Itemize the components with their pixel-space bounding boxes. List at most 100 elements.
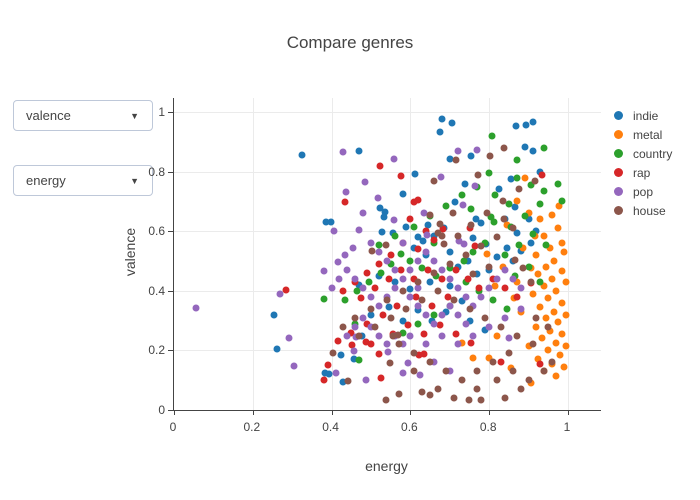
plot-area[interactable] xyxy=(168,98,601,415)
scatter-point-rap xyxy=(439,225,447,233)
y-axis-dropdown-value: valence xyxy=(26,108,71,123)
scatter-point-indie xyxy=(446,155,454,163)
scatter-point-metal xyxy=(513,197,521,205)
scatter-point-house xyxy=(477,242,485,250)
scatter-point-house xyxy=(469,270,477,278)
scatter-point-metal xyxy=(560,248,568,256)
scatter-point-pop xyxy=(454,284,462,292)
scatter-point-indie xyxy=(355,281,363,289)
scatter-point-house xyxy=(446,260,454,268)
y-axis-dropdown[interactable]: valence ▼ xyxy=(13,100,153,131)
y-gridline xyxy=(174,290,601,292)
scatter-point-house xyxy=(515,185,523,193)
legend-item-rap[interactable]: rap xyxy=(610,163,672,182)
scatter-point-indie xyxy=(446,282,454,290)
scatter-point-indie xyxy=(451,198,459,206)
x-tick-label: 1 xyxy=(563,420,571,434)
scatter-point-country xyxy=(460,257,468,265)
scatter-point-house xyxy=(467,221,475,229)
scatter-point-metal xyxy=(544,346,552,354)
scatter-point-pop xyxy=(414,284,422,292)
scatter-point-pop xyxy=(414,302,422,310)
scatter-point-house xyxy=(430,269,438,277)
scatter-point-country xyxy=(458,191,466,199)
scatter-point-house xyxy=(458,376,466,384)
scatter-point-house xyxy=(449,209,457,217)
scatter-point-indie xyxy=(385,303,393,311)
scatter-point-country xyxy=(554,180,562,188)
scatter-point-pop xyxy=(374,194,382,202)
x-gridline xyxy=(410,98,412,410)
scatter-point-country xyxy=(505,200,513,208)
legend-item-country[interactable]: country xyxy=(610,144,672,163)
legend-item-metal[interactable]: metal xyxy=(610,125,672,144)
scatter-point-country xyxy=(542,241,550,249)
scatter-point-house xyxy=(474,171,482,179)
scatter-point-metal xyxy=(529,290,537,298)
scatter-point-metal xyxy=(558,267,566,275)
chart-title: Compare genres xyxy=(286,33,414,52)
scatter-point-pop xyxy=(351,323,359,331)
scatter-point-metal xyxy=(525,209,533,217)
scatter-point-rap xyxy=(415,351,423,359)
x-axis-dropdown[interactable]: energy ▼ xyxy=(13,165,153,196)
scatter-point-house xyxy=(395,390,403,398)
scatter-point-pop xyxy=(509,275,517,283)
scatter-point-house xyxy=(548,358,556,366)
scatter-point-rap xyxy=(367,340,375,348)
scatter-point-metal xyxy=(525,342,533,350)
scatter-point-metal xyxy=(532,323,540,331)
scatter-point-metal xyxy=(542,314,550,322)
scatter-point-rap xyxy=(410,275,418,283)
scatter-point-indie xyxy=(513,229,521,237)
scatter-point-house xyxy=(473,367,481,375)
scatter-point-rap xyxy=(406,215,414,223)
scatter-point-pop xyxy=(517,284,525,292)
scatter-point-country xyxy=(540,144,548,152)
scatter-point-rap xyxy=(422,227,430,235)
scatter-point-country xyxy=(387,260,395,268)
scatter-point-metal xyxy=(555,202,563,210)
y-tickmark xyxy=(168,231,173,233)
y-tick-label: 1 xyxy=(158,105,165,119)
scatter-point-house xyxy=(499,197,507,205)
scatter-point-rap xyxy=(363,320,371,328)
scatter-point-rap xyxy=(324,361,332,369)
scatter-point-country xyxy=(355,356,363,364)
scatter-point-pop xyxy=(455,237,463,245)
legend-item-indie[interactable]: indie xyxy=(610,106,672,125)
scatter-point-country xyxy=(341,296,349,304)
scatter-point-metal xyxy=(558,239,566,247)
scatter-point-house xyxy=(395,340,403,348)
scatter-point-house xyxy=(434,385,442,393)
scatter-point-metal xyxy=(527,379,535,387)
legend-item-pop[interactable]: pop xyxy=(610,182,672,201)
scatter-point-house xyxy=(485,263,493,271)
scatter-point-house xyxy=(517,385,525,393)
scatter-point-pop xyxy=(454,311,462,319)
scatter-point-indie xyxy=(511,203,519,211)
scatter-point-pop xyxy=(276,290,284,298)
scatter-point-rap xyxy=(375,260,383,268)
scatter-point-pop xyxy=(343,266,351,274)
scatter-point-house xyxy=(529,340,537,348)
scatter-point-pop xyxy=(414,257,422,265)
scatter-point-house xyxy=(410,349,418,357)
scatter-point-country xyxy=(481,239,489,247)
scatter-point-indie xyxy=(321,369,329,377)
scatter-point-pop xyxy=(485,323,493,331)
scatter-point-country xyxy=(490,218,498,226)
scatter-point-pop xyxy=(517,305,525,313)
scatter-point-house xyxy=(414,278,422,286)
scatter-point-metal xyxy=(546,327,554,335)
scatter-point-pop xyxy=(399,369,407,377)
y-tickmark xyxy=(168,171,173,173)
scatter-point-indie xyxy=(327,218,335,226)
legend-item-house[interactable]: house xyxy=(610,201,672,220)
scatter-point-house xyxy=(387,314,395,322)
legend-marker-icon xyxy=(614,149,623,158)
scatter-point-indie xyxy=(273,345,281,353)
scatter-point-metal xyxy=(552,372,560,380)
scatter-point-metal xyxy=(560,363,568,371)
scatter-point-indie xyxy=(410,244,418,252)
